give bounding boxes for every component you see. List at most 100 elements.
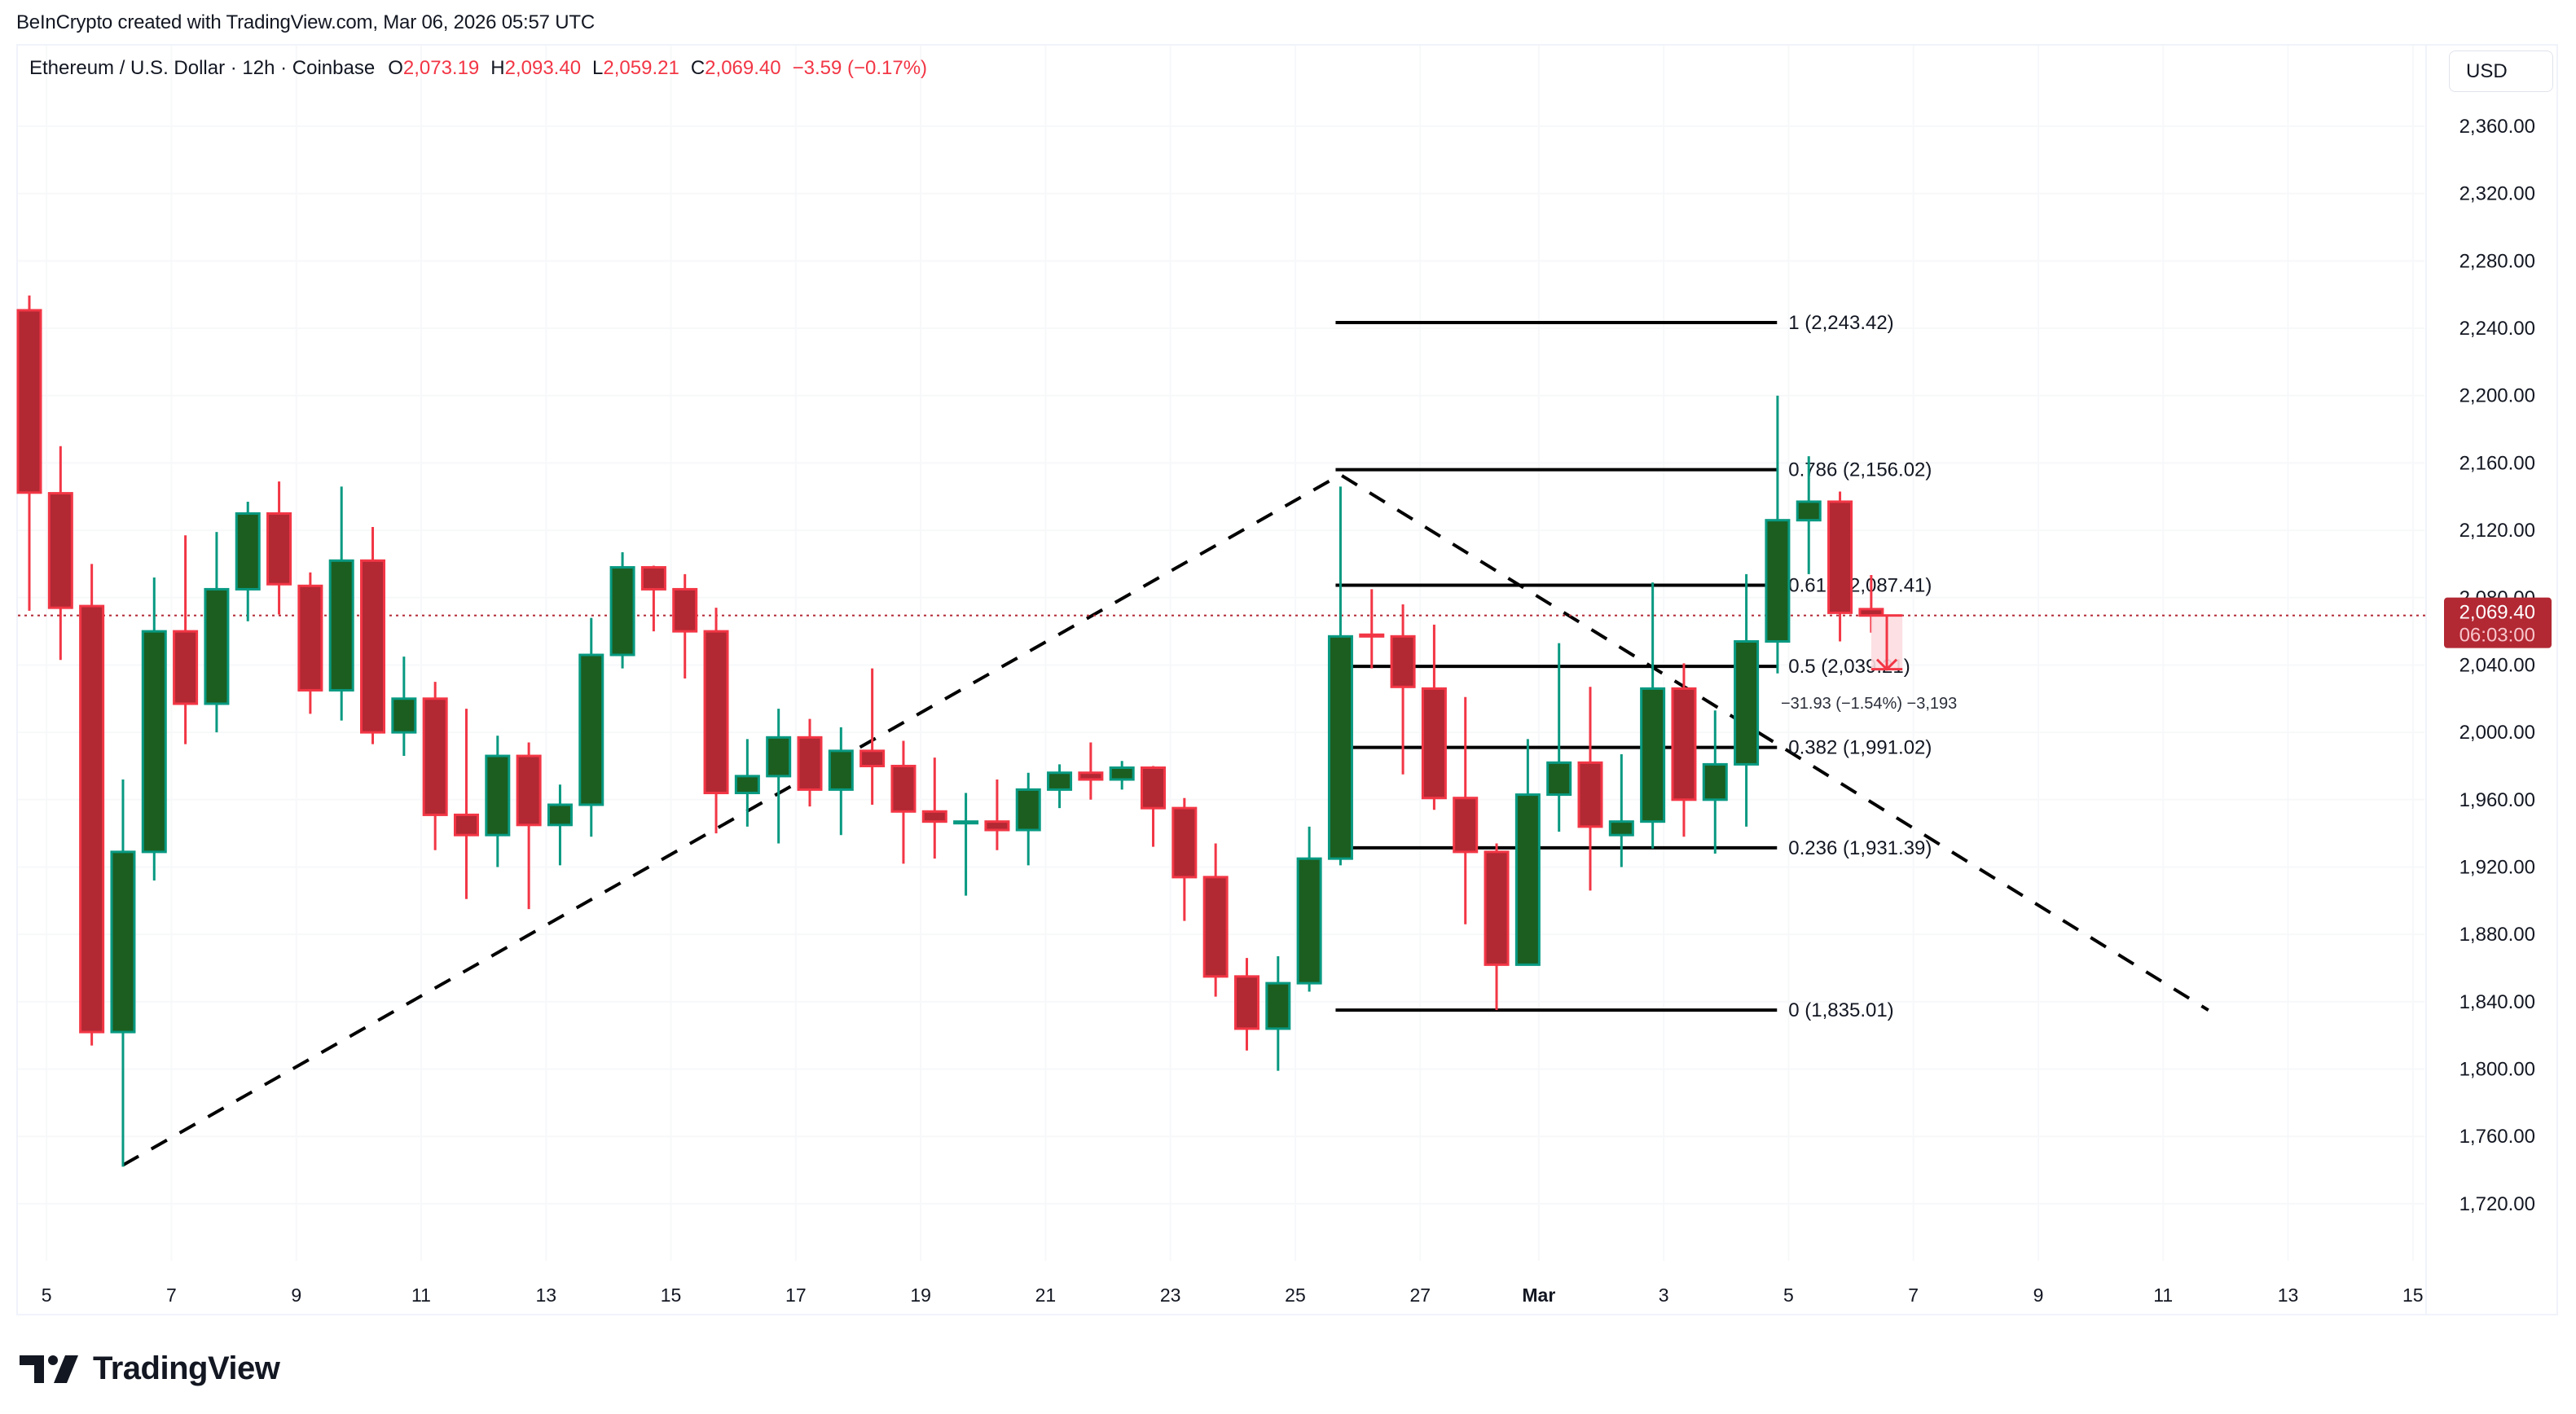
- time-axis-label: 5: [42, 1284, 52, 1306]
- candle-body[interactable]: [328, 559, 354, 692]
- low-label: L: [592, 57, 604, 79]
- candle-body[interactable]: [1453, 797, 1479, 854]
- candle-body[interactable]: [47, 492, 73, 609]
- candle-body[interactable]: [1640, 687, 1666, 823]
- candle-body[interactable]: [391, 697, 417, 734]
- fib-level-label: 0.382 (1,991.02): [1788, 737, 1932, 759]
- candle-body[interactable]: [1577, 761, 1603, 828]
- candle-body[interactable]: [859, 749, 886, 767]
- time-axis-label: 13: [535, 1284, 556, 1306]
- candle-body[interactable]: [422, 697, 448, 816]
- candle-body[interactable]: [1359, 633, 1385, 638]
- candle-body[interactable]: [1296, 857, 1322, 985]
- price-axis-label: 1,880.00: [2460, 924, 2535, 946]
- time-axis-label: 5: [1783, 1284, 1794, 1306]
- fib-level-label: 0 (1,835.01): [1788, 999, 1893, 1021]
- time-axis-label: 27: [1409, 1284, 1431, 1306]
- fib-level-label: 1 (2,243.42): [1788, 312, 1893, 334]
- candle-body[interactable]: [797, 736, 823, 791]
- candle-body[interactable]: [141, 630, 167, 854]
- change-value: −3.59 (−0.17%): [792, 57, 928, 79]
- candle-body[interactable]: [1514, 793, 1541, 966]
- candle-body[interactable]: [204, 587, 230, 705]
- candle-body[interactable]: [1265, 981, 1291, 1030]
- price-axis-label: 2,240.00: [2460, 318, 2535, 340]
- candle-body[interactable]: [578, 653, 604, 806]
- dashed-trend-line[interactable]: [121, 472, 2209, 1167]
- candle-body[interactable]: [235, 512, 261, 591]
- candle-body[interactable]: [485, 754, 511, 837]
- candle-body[interactable]: [672, 587, 698, 633]
- candle-body[interactable]: [16, 309, 42, 494]
- bar-countdown: 06:03:00: [2460, 625, 2535, 647]
- last-price-value: 2,069.40: [2460, 602, 2535, 624]
- candle-body[interactable]: [1015, 788, 1041, 832]
- candle-body[interactable]: [703, 630, 729, 795]
- candle-body[interactable]: [110, 850, 136, 1034]
- candle-body[interactable]: [1827, 500, 1853, 614]
- candle-body[interactable]: [1484, 850, 1510, 966]
- tradingview-logo[interactable]: TradingView: [20, 1350, 280, 1387]
- price-axis-label: 2,320.00: [2460, 183, 2535, 205]
- price-axis-label: 2,120.00: [2460, 520, 2535, 542]
- price-axis-label: 2,040.00: [2460, 654, 2535, 676]
- candle-body[interactable]: [640, 566, 666, 591]
- candle-body[interactable]: [921, 810, 947, 823]
- candle-body[interactable]: [360, 559, 386, 734]
- candle-body[interactable]: [1671, 687, 1697, 801]
- candle-body[interactable]: [1202, 876, 1229, 978]
- candle-body[interactable]: [266, 512, 292, 586]
- candle-body[interactable]: [1141, 766, 1167, 810]
- price-axis-label: 1,920.00: [2460, 856, 2535, 878]
- candle-body[interactable]: [1233, 975, 1259, 1030]
- candle-body[interactable]: [1734, 640, 1760, 766]
- open-label: O: [388, 57, 403, 79]
- candle-body[interactable]: [1796, 500, 1822, 522]
- candle-body[interactable]: [1702, 762, 1728, 801]
- candle-body[interactable]: [1608, 820, 1634, 837]
- fib-level-label: 0.786 (2,156.02): [1788, 459, 1932, 481]
- candle-body[interactable]: [734, 775, 760, 795]
- candle-body[interactable]: [1047, 771, 1073, 791]
- candle-body[interactable]: [984, 820, 1010, 832]
- candle-body[interactable]: [1546, 761, 1572, 797]
- candle-body[interactable]: [1327, 635, 1353, 860]
- time-axis-label: 11: [411, 1284, 431, 1306]
- candle-body[interactable]: [173, 630, 199, 705]
- price-axis-label: 2,360.00: [2460, 116, 2535, 138]
- symbol-title[interactable]: Ethereum / U.S. Dollar · 12h · Coinbase: [29, 57, 376, 79]
- candle-body[interactable]: [1078, 771, 1104, 781]
- candle-body[interactable]: [828, 749, 854, 791]
- close-label: C: [690, 57, 706, 79]
- candle-body[interactable]: [953, 820, 979, 825]
- time-axis-label: 11: [2153, 1284, 2173, 1306]
- candle-body[interactable]: [890, 764, 917, 813]
- price-axis-label: 1,840.00: [2460, 991, 2535, 1013]
- candle-body[interactable]: [79, 604, 105, 1034]
- time-axis-label: 15: [2402, 1284, 2424, 1306]
- candle-body[interactable]: [766, 736, 792, 778]
- time-axis-label: 17: [785, 1284, 807, 1306]
- candle-body[interactable]: [547, 803, 573, 827]
- fib-level-label: 0.236 (1,931.39): [1788, 837, 1932, 859]
- price-axis-label: 2,000.00: [2460, 722, 2535, 744]
- candle-body[interactable]: [609, 566, 635, 656]
- candle-body[interactable]: [1109, 766, 1135, 781]
- candle-body[interactable]: [453, 813, 479, 837]
- last-price-badge: [2444, 597, 2552, 648]
- time-axis-label: 7: [1908, 1284, 1919, 1306]
- candle-body[interactable]: [1421, 687, 1447, 800]
- price-axis-label: 1,760.00: [2460, 1126, 2535, 1148]
- time-axis-label: Mar: [1522, 1284, 1555, 1306]
- candle-body[interactable]: [1390, 635, 1416, 688]
- candle-body[interactable]: [297, 584, 323, 692]
- fib-level-label: 0.618 (2,087.41): [1788, 574, 1932, 596]
- arrow-down-icon: [1875, 658, 1898, 671]
- measure-label: −31.93 (−1.54%) −3,193: [1781, 695, 1957, 713]
- candle-body[interactable]: [516, 754, 542, 827]
- candle-body[interactable]: [1765, 519, 1791, 643]
- currency-button[interactable]: USD: [2449, 50, 2553, 92]
- candle-body[interactable]: [1172, 806, 1198, 879]
- price-axis-label: 1,720.00: [2460, 1193, 2535, 1215]
